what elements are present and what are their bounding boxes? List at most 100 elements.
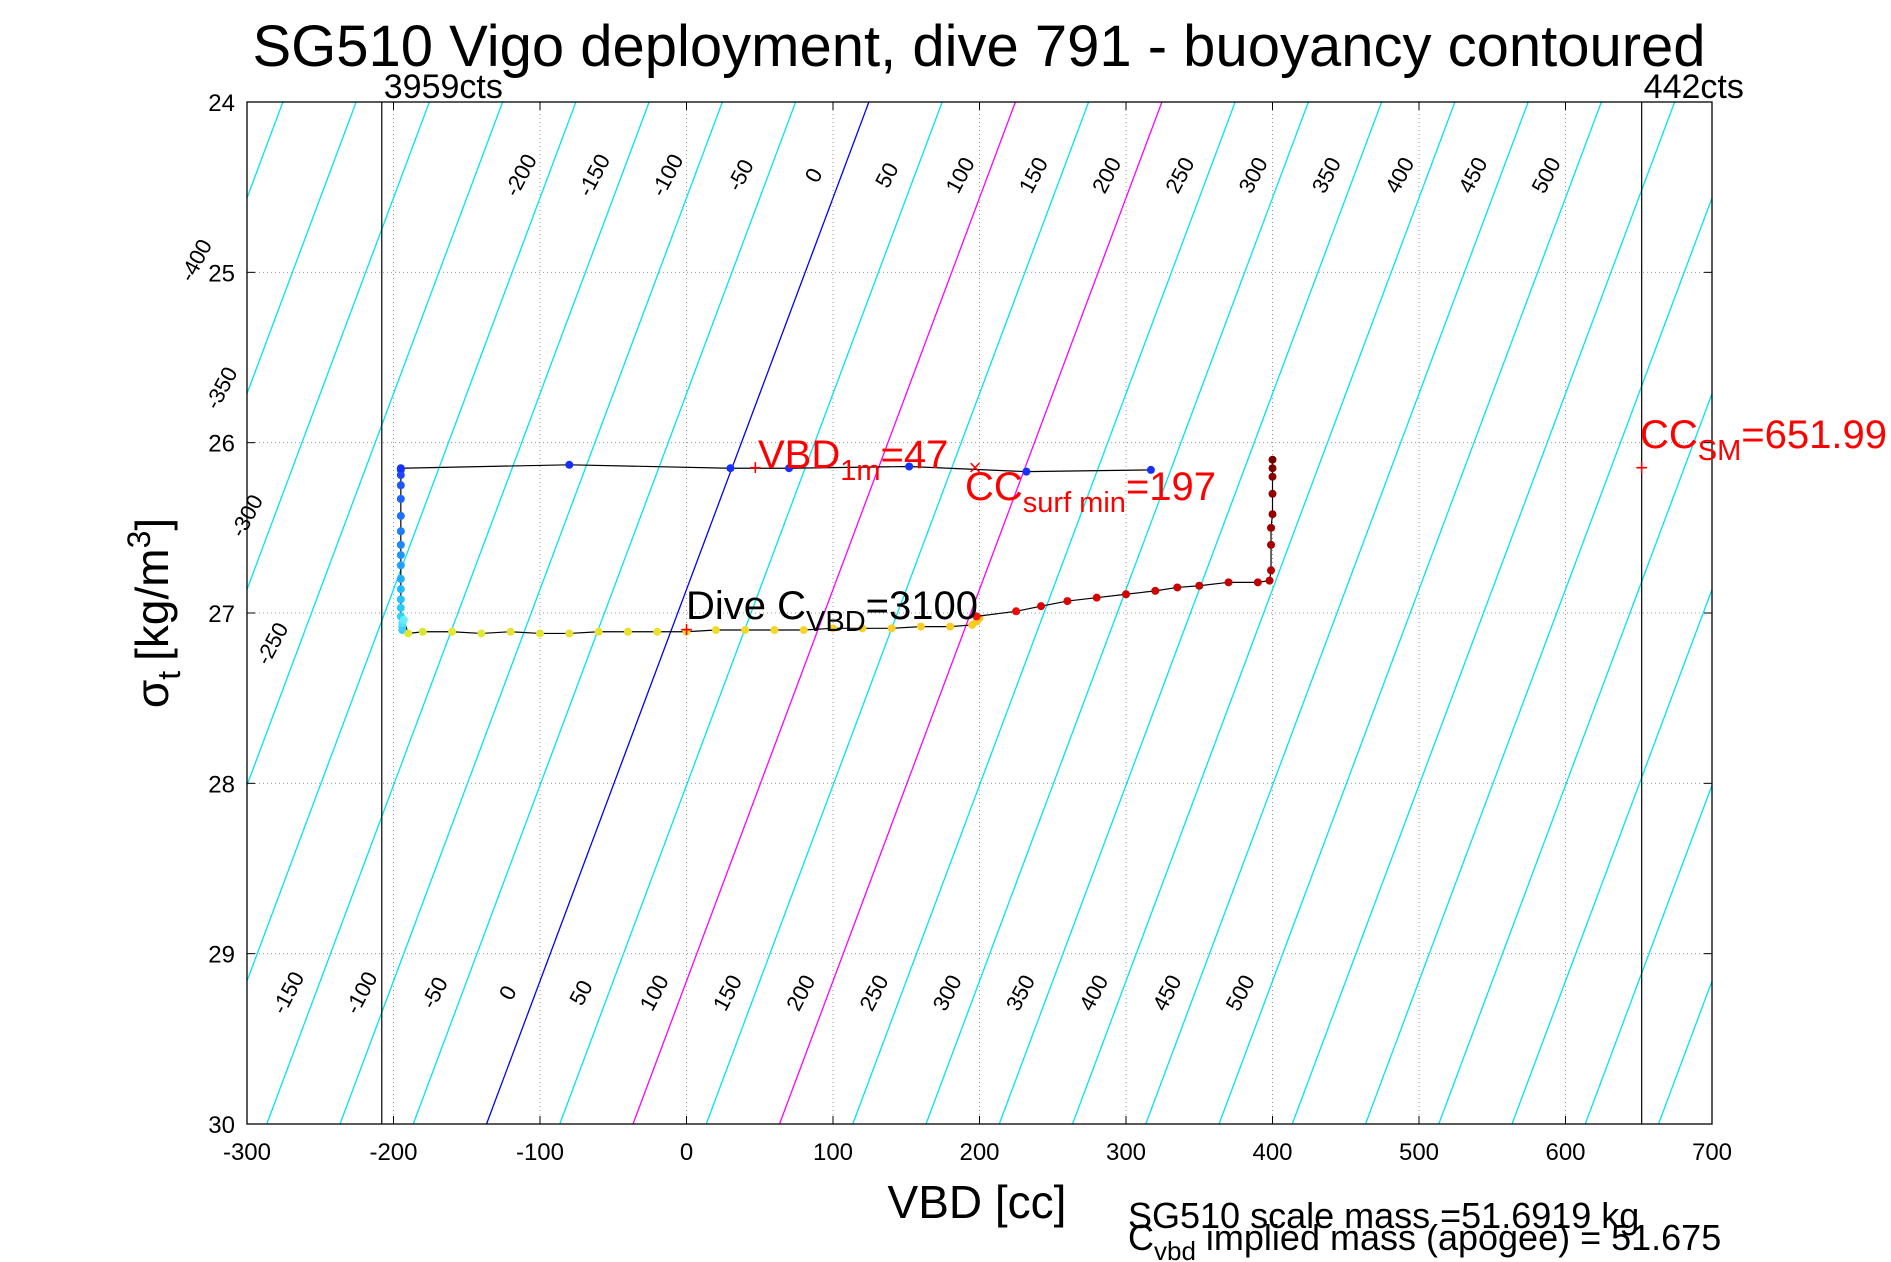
vbd1m-marker: + [749, 455, 762, 480]
descent-point [396, 561, 405, 570]
climb-point [1195, 581, 1204, 590]
x-tick-label: 100 [813, 1139, 853, 1166]
climb-point [1151, 586, 1160, 595]
x-tick-label: -100 [516, 1139, 564, 1166]
divec-pre: Dive C [686, 584, 806, 628]
x-tick-label: 500 [1399, 1139, 1439, 1166]
contour-line [0, 102, 210, 1124]
contour-line [998, 102, 1383, 1124]
ccsm-pre: CC [1640, 413, 1698, 457]
climb-point [1173, 583, 1182, 592]
grid [247, 102, 1712, 1124]
descent-point [396, 585, 405, 594]
buoyancy-contours [0, 102, 1891, 1124]
descent-point [396, 527, 405, 536]
climb-point [1268, 464, 1277, 473]
dive-point [565, 629, 574, 638]
climb-point [1092, 593, 1101, 602]
climb-point [1253, 578, 1262, 587]
dive-point [711, 626, 720, 635]
descent-point [396, 603, 405, 612]
surface-point [1022, 467, 1031, 476]
dive-point [404, 629, 413, 638]
svg-text:σt[kg/m3]: σt [kg/m3] [121, 518, 187, 708]
contour-line [339, 102, 724, 1124]
y-axis-label: σt [kg/m3] [121, 518, 187, 708]
surface-point [1146, 465, 1155, 474]
contour-line [925, 102, 1310, 1124]
dive-point [887, 624, 896, 633]
dive-point [418, 627, 427, 636]
footer-implied-text: implied mass (apogee) = 51.675 [1196, 1217, 1721, 1258]
contour-line [247, 102, 577, 983]
climb-point [1268, 510, 1277, 519]
vbd-limit-label: 3959cts [384, 68, 503, 106]
dive-point [916, 622, 925, 631]
contour-line [705, 102, 1090, 1124]
vbd-limit-lines: 3959cts 442cts [381, 68, 1744, 1124]
y-tick-label: 30 [208, 1112, 235, 1139]
climb-point [1267, 523, 1276, 532]
descent-point [396, 471, 405, 480]
descent-point [396, 574, 405, 583]
contour-line [1584, 783, 1712, 1124]
footer-scale-mass: SG510 scale mass =51.6919 kg [1128, 1195, 1639, 1236]
contour-label: -350 [200, 363, 243, 414]
contour-line [1218, 102, 1603, 1124]
ccsurf-post: =197 [1126, 465, 1216, 509]
climb-point [1063, 597, 1072, 606]
dive-point [858, 624, 867, 633]
x-tick-label: -300 [223, 1139, 271, 1166]
dive-traces [396, 455, 1277, 638]
descent-point [396, 511, 405, 520]
climb-point [1267, 540, 1276, 549]
vbd1m-post: =47 [881, 433, 949, 477]
footer-c: C [1128, 1217, 1154, 1258]
descent-point [396, 540, 405, 549]
y-tick-label: 29 [208, 942, 235, 969]
contour-line [852, 102, 1236, 1124]
chart-title: SG510 Vigo deployment, dive 791 - buoyan… [252, 14, 1705, 79]
climb-point [1268, 455, 1277, 464]
annotation-markers: + × + + [680, 455, 1648, 642]
dive-point [623, 627, 632, 636]
vbd1m-sub: 1m [840, 455, 880, 487]
contour-line [247, 102, 431, 592]
ccsurf-sub: surf min [1023, 487, 1126, 519]
contour-line [1364, 196, 1712, 1124]
divec-post: =3100 [866, 584, 978, 628]
descent-point [396, 494, 405, 503]
x-tick-label: 600 [1545, 1139, 1585, 1166]
dive-point [770, 626, 779, 635]
contour-line [247, 102, 357, 396]
ccsurf-marker: × [969, 455, 982, 480]
climb-point [1265, 576, 1274, 585]
contour-line [1805, 102, 1891, 1124]
contour-line [1145, 102, 1529, 1124]
y-label-sup: 3 [121, 531, 157, 549]
contour-line [1071, 102, 1456, 1124]
vbd1m-pre: VBD [758, 433, 840, 477]
contour-line [559, 102, 943, 1124]
climb-point [972, 612, 981, 621]
contour-line [247, 102, 504, 788]
climb-point [1268, 472, 1277, 481]
y-label-unit: [kg/m [126, 548, 178, 660]
climb-point [1012, 607, 1021, 616]
divec-sub: VBD [806, 606, 866, 638]
dive-point [741, 626, 750, 635]
y-tick-label: 25 [208, 260, 235, 287]
dive-point [594, 627, 603, 636]
descent-point [396, 595, 405, 604]
surface-point [565, 460, 574, 469]
vbd-limit-label: 442cts [1644, 68, 1744, 106]
dive-point [506, 627, 515, 636]
dive-point [653, 627, 662, 636]
x-tick-label: 700 [1692, 1139, 1732, 1166]
x-tick-label: 200 [959, 1139, 999, 1166]
ccsurf-pre: CC [965, 465, 1023, 509]
ccsm-marker: + [1635, 455, 1648, 480]
x-tick-label: -200 [369, 1139, 417, 1166]
footer-implied-mass: Cvbd implied mass (apogee) = 51.675 [1128, 1217, 1721, 1262]
